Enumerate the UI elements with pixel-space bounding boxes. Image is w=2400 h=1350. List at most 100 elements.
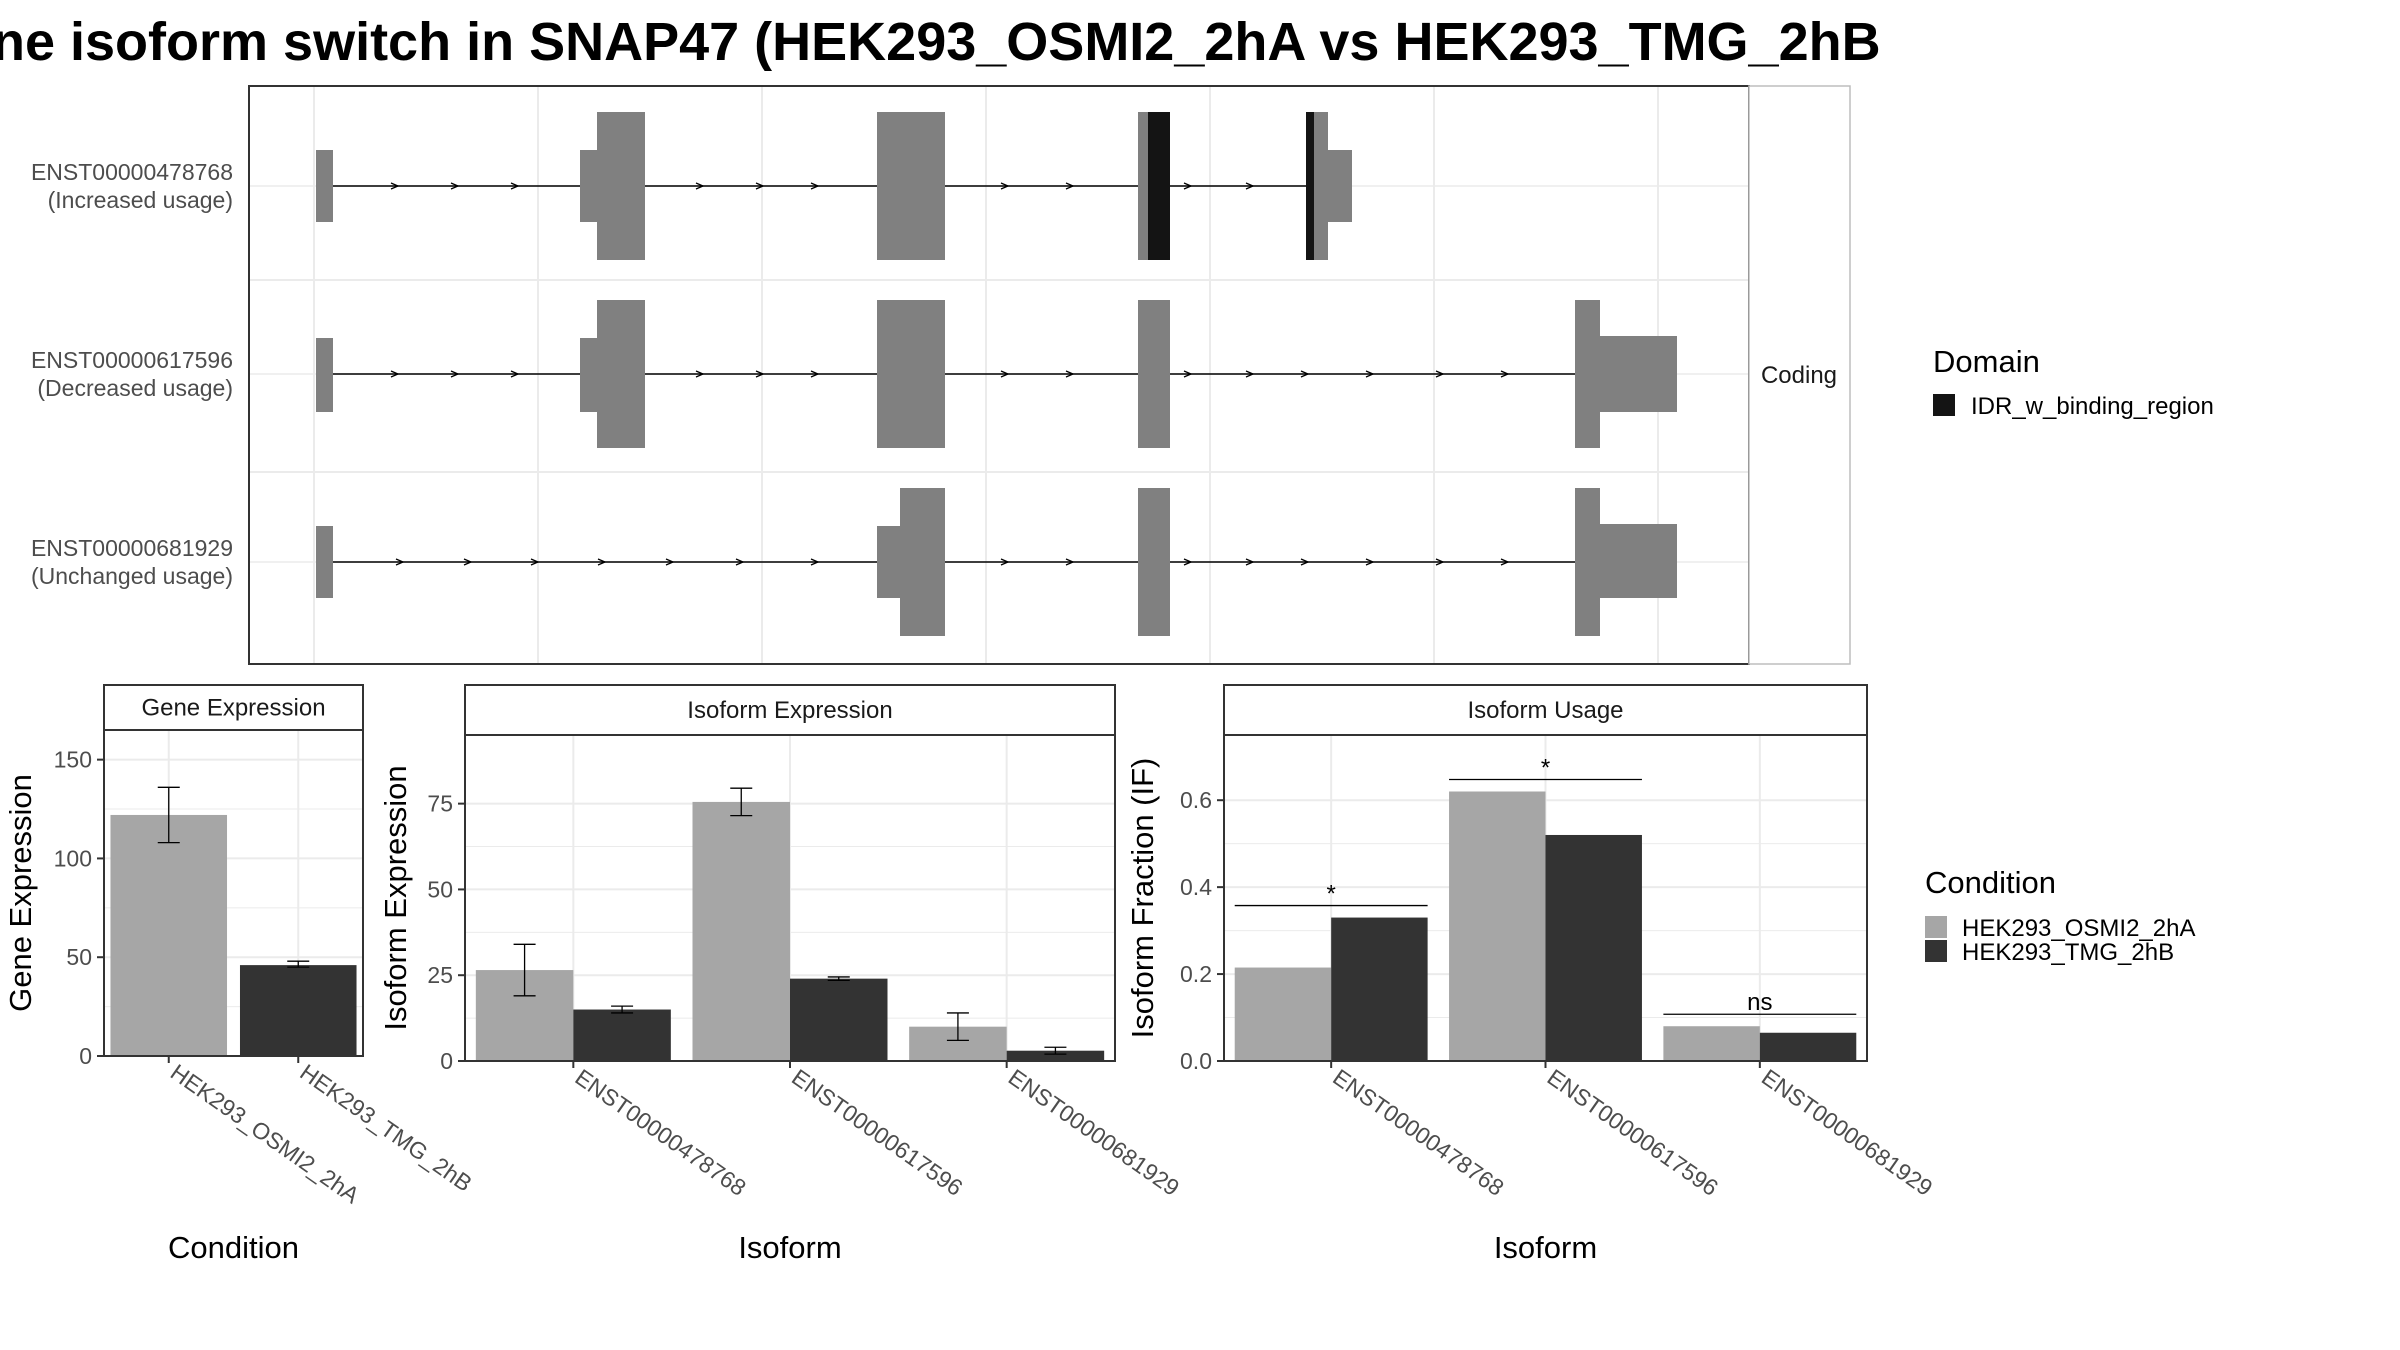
intron-arrow [1000, 558, 1010, 566]
exon-block [1600, 336, 1677, 412]
intron-arrow [695, 182, 705, 190]
intron-arrow [1183, 558, 1193, 566]
condition-legend-label-b: HEK293_TMG_2hB [1962, 939, 2174, 966]
facet-strip-label: Gene Expression [141, 695, 325, 722]
domain-legend-label: IDR_w_binding_region [1971, 393, 2214, 420]
y-tick-label: 50 [427, 876, 453, 902]
intron-arrow [755, 370, 765, 378]
bar [1234, 967, 1332, 1061]
y-tick-label: 0.0 [1180, 1048, 1212, 1074]
intron-arrow [1245, 558, 1255, 566]
y-tick-label: 50 [66, 944, 92, 970]
intron-arrow [1435, 370, 1445, 378]
exon-block [877, 526, 900, 598]
exon-block [900, 488, 945, 636]
intron-arrow [395, 558, 405, 566]
exon-block [580, 150, 597, 222]
intron-arrow [530, 558, 540, 566]
significance-label: ns [1747, 989, 1772, 1016]
intron-arrow [1065, 182, 1075, 190]
bar [692, 801, 790, 1061]
intron-arrow [1500, 558, 1510, 566]
x-tick-label: ENST00000478768 [1328, 1064, 1508, 1201]
y-tick-label: 75 [427, 791, 453, 817]
isoform-label-usage: (Increased usage) [48, 187, 233, 213]
intron-arrow [1000, 370, 1010, 378]
bar [110, 814, 228, 1056]
intron-arrow [1300, 558, 1310, 566]
x-tick-label: ENST00000478768 [570, 1064, 750, 1201]
exon-block [316, 150, 333, 222]
intron-arrow [755, 182, 765, 190]
transcript-ENST00000681929 [316, 488, 1677, 636]
isoform-label-usage: (Unchanged usage) [31, 563, 233, 589]
facet-strip [1748, 85, 1851, 665]
bar [1449, 791, 1546, 1061]
domain-legend-key [1933, 394, 1955, 416]
bar [573, 1009, 671, 1061]
exon-block [1138, 488, 1170, 636]
figure-title: ne isoform switch in SNAP47 (HEK293_OSMI… [0, 12, 1881, 72]
bar [1006, 1050, 1105, 1061]
condition-legend-title: Condition [1925, 865, 2056, 900]
intron-arrow [1245, 370, 1255, 378]
isoform-structure-y-labels: ENST00000478768(Increased usage) ENST0000… [31, 159, 233, 589]
condition-legend-key-a [1925, 916, 1947, 938]
intron-arrow [1000, 182, 1010, 190]
structure-background [249, 86, 1749, 664]
facet-strip [464, 684, 1116, 736]
intron-arrow [1245, 182, 1255, 190]
significance-label: * [1326, 881, 1335, 908]
y-tick-label: 100 [54, 845, 92, 871]
exon-block [1138, 300, 1170, 448]
x-tick-label: ENST00000617596 [1543, 1064, 1723, 1201]
intron-arrow [510, 370, 520, 378]
y-axis-title: Isoform Fraction (IF) [1125, 758, 1160, 1039]
domain-legend-title: Domain [1933, 344, 2040, 379]
exon-block [1575, 300, 1600, 448]
intron-arrow [810, 370, 820, 378]
x-tick-label: ENST00000681929 [1757, 1064, 1937, 1201]
intron-arrow [450, 182, 460, 190]
y-tick-label: 25 [427, 962, 453, 988]
intron-arrow [810, 182, 820, 190]
intron-arrow [1365, 370, 1375, 378]
facet-strip-label: Coding [1761, 362, 1837, 389]
exon-block [580, 338, 597, 412]
intron-arrow [810, 558, 820, 566]
exon-block [1600, 524, 1677, 598]
intron-arrow [1183, 370, 1193, 378]
isoform-label-id: ENST00000478768 [31, 159, 233, 185]
intron-arrow [463, 558, 473, 566]
intron-arrow [510, 182, 520, 190]
isoform-expression-panel: Isoform Expression 0 25 50 75 ENST00000478768… [378, 684, 1184, 1265]
y-tick-label: 0 [79, 1043, 92, 1069]
x-tick-label: ENST00000681929 [1004, 1064, 1184, 1201]
domain-block [1148, 112, 1170, 260]
transcript-ENST00000617596 [316, 300, 1677, 448]
exon-block [1328, 150, 1352, 222]
bar [1663, 1026, 1760, 1061]
intron-arrow [735, 558, 745, 566]
exon-block [1314, 112, 1328, 260]
exon-block [597, 300, 645, 448]
bar [790, 978, 888, 1061]
bar [1331, 917, 1428, 1061]
intron-arrow [450, 370, 460, 378]
intron-arrow [665, 558, 675, 566]
facet-strip [1223, 684, 1868, 736]
exon-block [877, 112, 945, 260]
exon-block [597, 112, 645, 260]
exon-block [1138, 112, 1148, 260]
y-tick-label: 0.2 [1180, 961, 1212, 987]
condition-legend-label-a: HEK293_OSMI2_2hA [1962, 915, 2195, 942]
domain-legend: Domain IDR_w_binding_region [1933, 344, 2214, 420]
exon-block [1575, 488, 1600, 636]
bar [239, 965, 357, 1056]
isoform-label-id: ENST00000617596 [31, 347, 233, 373]
facet-strip-label: Isoform Usage [1467, 697, 1623, 724]
exon-block [316, 526, 333, 598]
isoform-structure-panel: Coding [248, 85, 1851, 665]
condition-legend: Condition HEK293_OSMI2_2hA HEK293_TMG_2h… [1925, 865, 2195, 966]
